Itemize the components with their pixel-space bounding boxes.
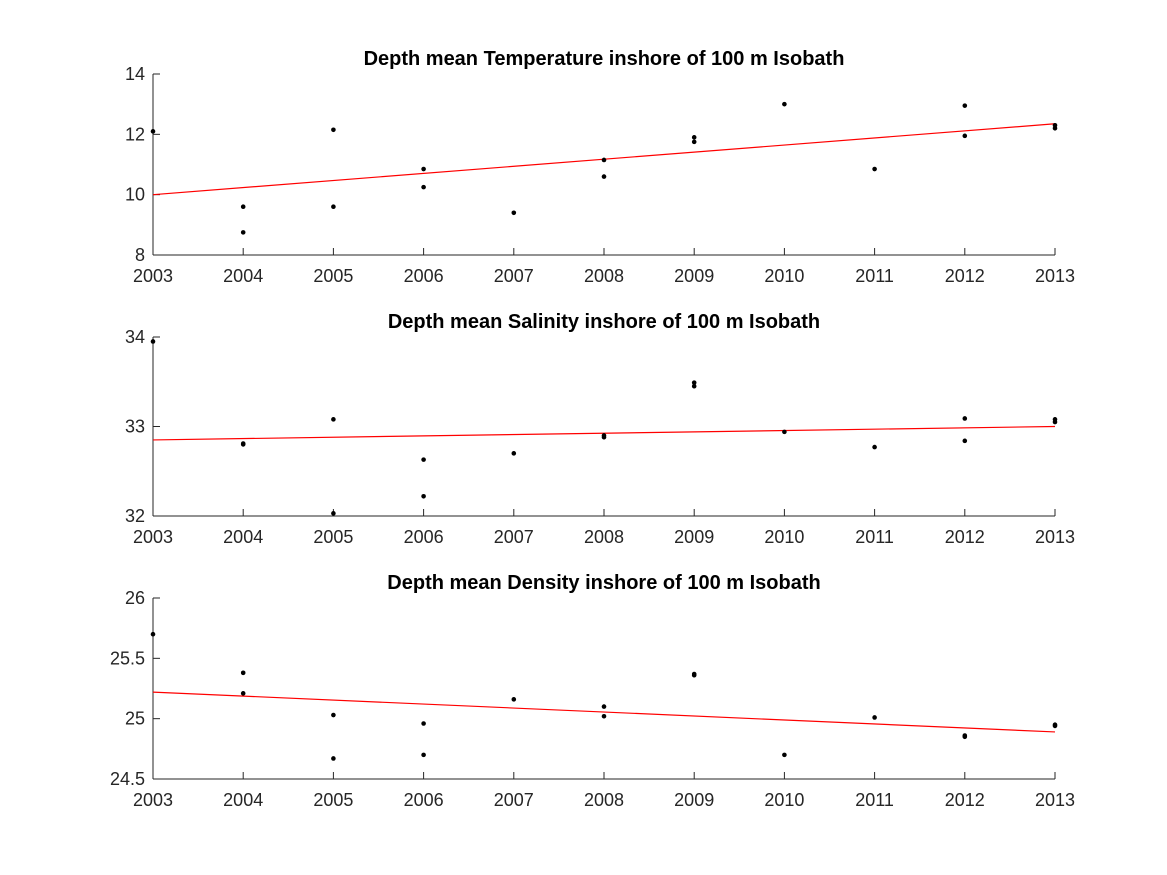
salinity-x-tick-label: 2003 [133,527,173,547]
temperature-x-tick-label: 2005 [313,266,353,286]
temperature-x-tick-label: 2013 [1035,266,1075,286]
salinity-data-point [331,417,336,422]
density-panel: Depth mean Density inshore of 100 m Isob… [110,572,1075,810]
temperature-data-point [331,204,336,210]
density-data-point [421,752,426,758]
density-data-point [240,691,246,696]
salinity-data-point [962,438,968,444]
temperature-y-tick-label: 14 [125,64,145,84]
temperature-x-tick-label: 2006 [404,266,444,286]
temperature-data-point [331,127,336,133]
salinity-x-tick-label: 2007 [494,527,534,547]
temperature-data-point [601,174,607,179]
density-x-tick-label: 2006 [404,790,444,810]
salinity-x-tick-label: 2005 [313,527,353,547]
temperature-data-point [601,157,607,163]
density-trend-line [152,691,1056,733]
salinity-x-tick-label: 2008 [584,527,624,547]
density-data-point [421,721,426,726]
temperature-data-point [962,103,968,108]
salinity-x-tick-label: 2006 [404,527,444,547]
temperature-data-point [691,139,697,145]
temperature-data-point [240,204,246,210]
temperature-x-tick-label: 2011 [855,266,894,286]
salinity-data-point [421,457,426,462]
density-data-point [691,672,697,678]
density-data-point [240,670,246,676]
density-x-tick-label: 2003 [133,790,173,810]
temperature-data-point [691,135,697,140]
temperature-y-tick-label: 8 [135,245,145,265]
temperature-x-tick-label: 2007 [494,266,534,286]
salinity-title: Depth mean Salinity inshore of 100 m Iso… [388,311,820,333]
density-y-tick-label: 25 [125,709,145,729]
salinity-x-tick-label: 2011 [855,527,894,547]
salinity-data-point [601,433,607,438]
temperature-data-point [421,166,426,172]
temperature-data-point [962,133,968,139]
temperature-data-point [150,129,156,134]
temperature-data-point [872,166,877,172]
density-y-tick-label: 24.5 [110,769,145,789]
salinity-data-point [691,380,697,385]
temperature-x-tick-label: 2003 [133,266,173,286]
salinity-x-tick-label: 2013 [1035,527,1075,547]
density-x-tick-label: 2010 [764,790,804,810]
temperature-x-tick-label: 2004 [223,266,263,286]
density-data-point [1052,723,1058,729]
salinity-data-point [782,429,787,435]
temperature-data-point [421,184,426,190]
density-x-tick-label: 2012 [945,790,985,810]
density-y-tick-label: 25.5 [110,648,145,668]
density-title: Depth mean Density inshore of 100 m Isob… [387,572,820,594]
salinity-data-point [421,494,426,499]
density-data-point [331,712,336,718]
density-x-tick-label: 2007 [494,790,534,810]
salinity-data-point [331,511,336,516]
density-x-tick-label: 2013 [1035,790,1075,810]
salinity-x-tick-label: 2012 [945,527,985,547]
density-data-point [872,715,877,720]
salinity-x-tick-label: 2009 [674,527,714,547]
density-x-tick-label: 2011 [855,790,894,810]
salinity-data-point [240,441,246,446]
density-data-point [601,713,607,719]
salinity-x-tick-label: 2004 [223,527,263,547]
salinity-data-point [1052,417,1058,422]
temperature-data-point [240,230,246,235]
salinity-data-point [511,451,517,456]
salinity-data-point [691,383,697,389]
density-data-point [511,697,517,702]
density-data-point [331,756,336,761]
density-x-tick-label: 2004 [223,790,263,810]
temperature-data-point [511,210,517,216]
temperature-x-tick-label: 2009 [674,266,714,286]
salinity-panel: Depth mean Salinity inshore of 100 m Iso… [125,311,1075,547]
density-x-tick-label: 2005 [313,790,353,810]
temperature-x-tick-label: 2008 [584,266,624,286]
density-x-tick-label: 2009 [674,790,714,810]
salinity-x-tick-label: 2010 [764,527,804,547]
temperature-data-point [782,101,787,107]
temperature-title: Depth mean Temperature inshore of 100 m … [364,48,845,70]
density-data-point [782,752,787,758]
salinity-y-tick-label: 32 [125,506,145,526]
temperature-data-point [1052,126,1058,131]
temperature-x-tick-label: 2012 [945,266,985,286]
density-data-point [962,734,968,740]
temperature-y-tick-label: 10 [125,185,145,205]
salinity-data-point [150,339,156,344]
salinity-data-point [962,416,968,421]
temperature-y-tick-label: 12 [125,124,145,144]
salinity-data-point [872,444,877,450]
temperature-panel: Depth mean Temperature inshore of 100 m … [125,48,1075,286]
salinity-y-tick-label: 33 [125,417,145,437]
temperature-x-tick-label: 2010 [764,266,804,286]
density-y-tick-label: 26 [125,588,145,608]
density-data-point [150,631,156,637]
density-x-tick-label: 2008 [584,790,624,810]
density-data-point [601,704,607,709]
salinity-y-tick-label: 34 [125,327,145,347]
